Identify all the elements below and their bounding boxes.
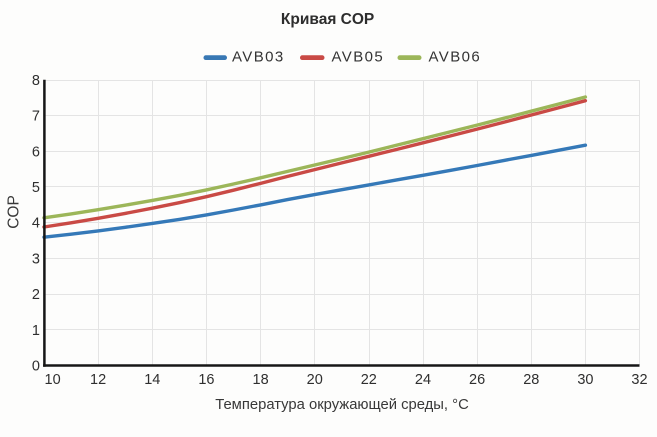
svg-text:7: 7 — [32, 109, 40, 125]
svg-text:28: 28 — [523, 372, 539, 388]
svg-text:20: 20 — [307, 372, 323, 388]
svg-text:22: 22 — [361, 372, 377, 388]
svg-text:6: 6 — [32, 144, 40, 160]
svg-text:5: 5 — [32, 180, 40, 196]
svg-text:AVB03: AVB03 — [232, 49, 285, 66]
svg-text:AVB06: AVB06 — [429, 49, 482, 66]
svg-text:2: 2 — [32, 287, 40, 303]
svg-text:Кривая COP: Кривая COP — [281, 11, 374, 28]
svg-text:16: 16 — [198, 372, 214, 388]
svg-text:30: 30 — [577, 372, 593, 388]
svg-text:4: 4 — [32, 216, 40, 232]
svg-text:1: 1 — [32, 323, 40, 339]
svg-text:Температура окружающей среды,: Температура окружающей среды, °C — [215, 397, 469, 413]
svg-text:32: 32 — [631, 372, 647, 388]
svg-text:8: 8 — [32, 73, 40, 89]
svg-text:10: 10 — [45, 372, 61, 388]
svg-text:AVB05: AVB05 — [332, 49, 385, 66]
svg-text:14: 14 — [144, 372, 160, 388]
svg-text:COP: COP — [6, 195, 23, 229]
svg-text:26: 26 — [469, 372, 485, 388]
svg-text:3: 3 — [32, 251, 40, 267]
svg-text:12: 12 — [90, 372, 106, 388]
svg-text:24: 24 — [415, 372, 431, 388]
svg-text:0: 0 — [32, 359, 40, 375]
svg-text:18: 18 — [253, 372, 269, 388]
